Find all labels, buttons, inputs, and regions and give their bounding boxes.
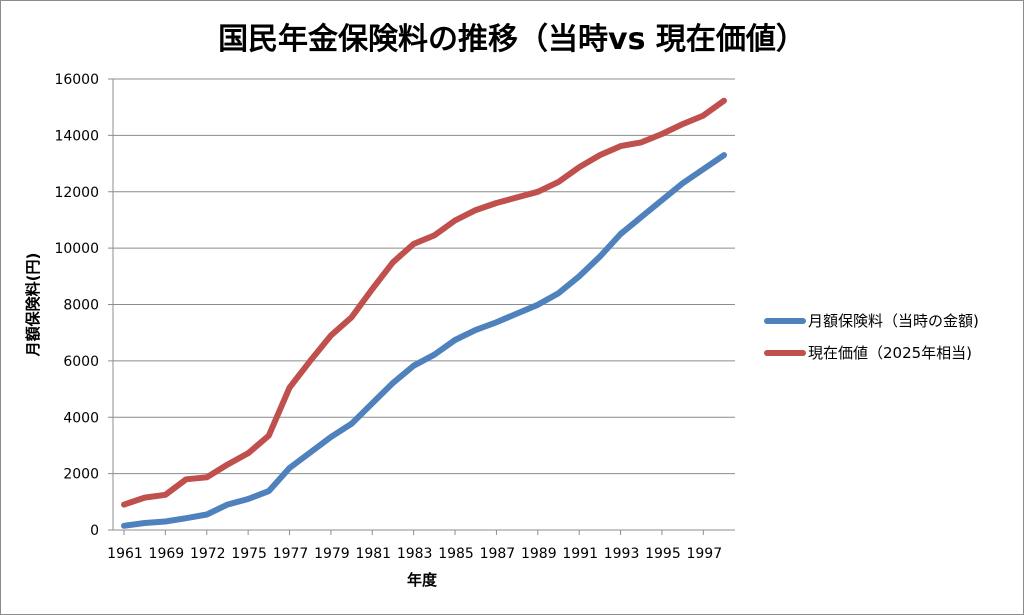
- legend: 月額保険料（当時の金額) 現在価値（2025年相当): [764, 312, 979, 362]
- legend-label-2: 現在価値（2025年相当): [808, 344, 972, 362]
- series-line-1: [121, 152, 727, 529]
- y-tick-label: 4000: [63, 410, 99, 426]
- x-tick-label: 1977: [273, 546, 309, 562]
- y-axis-label: 月額保険料(円): [24, 253, 42, 358]
- chart-title: 国民年金保険料の推移（当時vs 現在価値）: [218, 22, 806, 57]
- x-tick-label: 1995: [645, 546, 681, 562]
- x-tick-label: 1961: [107, 546, 143, 562]
- x-tick-label: 1989: [521, 546, 557, 562]
- legend-label-1: 月額保険料（当時の金額): [808, 312, 979, 330]
- x-tick-label: 1987: [480, 546, 516, 562]
- y-tick-labels: 0 2000 4000 6000 8000 10000 12000 14000 16000: [54, 72, 99, 539]
- series-line-2: [121, 97, 727, 508]
- x-tick-label: 1991: [562, 546, 598, 562]
- x-tick-label: 1983: [397, 546, 433, 562]
- x-tick-label: 1985: [438, 546, 474, 562]
- y-tick-label: 2000: [63, 467, 99, 483]
- x-tick-label: 1993: [604, 546, 640, 562]
- x-axis-label: 年度: [407, 571, 438, 589]
- x-tick-label: 1969: [149, 546, 185, 562]
- series-lines: [121, 97, 727, 529]
- axes: [112, 79, 735, 535]
- x-tick-label: 1997: [686, 546, 722, 562]
- y-tick-label: 10000: [54, 241, 99, 257]
- x-tick-label: 1975: [231, 546, 267, 562]
- y-tick-label: 6000: [63, 354, 99, 370]
- y-tick-label: 8000: [63, 298, 99, 314]
- y-tick-label: 16000: [54, 72, 99, 88]
- y-tick-label: 12000: [54, 185, 99, 201]
- y-tick-label: 14000: [54, 128, 99, 144]
- grid-lines: [108, 78, 735, 531]
- x-tick-label: 1981: [355, 546, 391, 562]
- x-tick-labels: 1961 1969 1972 1975 1977 1979 1981 1983 1985 1987…: [107, 546, 722, 562]
- x-tick-label: 1972: [190, 546, 226, 562]
- y-tick-label: 0: [90, 523, 99, 539]
- x-tick-label: 1979: [314, 546, 350, 562]
